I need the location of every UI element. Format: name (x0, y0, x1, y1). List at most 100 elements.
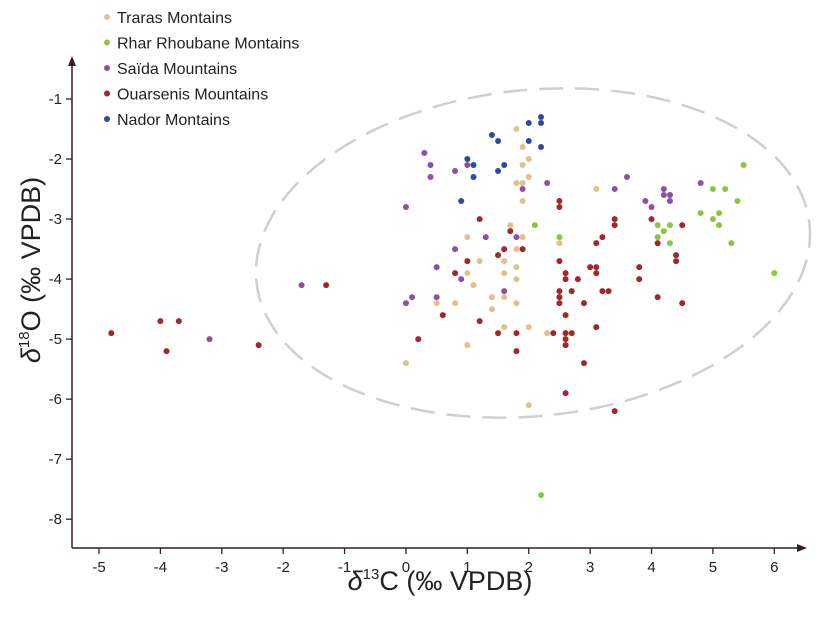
data-point (562, 330, 569, 337)
data-point (513, 264, 520, 271)
data-point (728, 240, 735, 247)
x-axis-arrow (797, 544, 807, 552)
data-point (513, 180, 520, 187)
x-tick-label: 6 (770, 559, 778, 576)
data-point (660, 186, 667, 193)
data-point (611, 186, 618, 193)
confidence-ellipse (254, 87, 812, 419)
data-point (654, 234, 661, 241)
y-label-symbol: δ (16, 347, 46, 363)
data-point (513, 246, 520, 253)
data-point (427, 174, 434, 181)
data-point (593, 264, 600, 271)
data-point (568, 330, 575, 337)
data-point (673, 252, 680, 259)
data-point (513, 126, 520, 133)
data-point (593, 324, 600, 331)
data-point (470, 162, 477, 169)
data-point (562, 336, 569, 343)
data-point (476, 318, 483, 325)
data-point (580, 300, 587, 307)
data-point (323, 282, 330, 289)
data-point (513, 276, 520, 283)
data-point (464, 270, 471, 277)
data-point (525, 120, 532, 127)
data-point (648, 216, 655, 223)
data-point (519, 234, 526, 241)
legend-label: Rhar Rhoubane Montains (117, 36, 299, 53)
y-tick-label: -4 (49, 271, 62, 288)
data-point (771, 270, 778, 277)
x-tick-label: 0 (402, 559, 410, 576)
data-point (556, 240, 563, 247)
data-point (740, 162, 747, 169)
data-point (538, 114, 545, 121)
data-point (562, 342, 569, 349)
data-point (562, 390, 569, 397)
data-point (531, 222, 538, 229)
data-point (556, 288, 563, 295)
y-label-sup: 18 (16, 331, 33, 348)
data-point (495, 252, 502, 259)
data-point (593, 270, 600, 277)
y-tick-label: -7 (49, 451, 62, 468)
y-axis-arrow (68, 56, 76, 66)
data-point (538, 144, 545, 151)
data-point (206, 336, 213, 343)
data-point (501, 270, 508, 277)
data-point (458, 198, 465, 205)
x-tick-label: -1 (338, 559, 351, 576)
data-point (660, 192, 667, 199)
data-point (648, 204, 655, 211)
data-point (599, 288, 606, 295)
x-tick-label: -2 (277, 559, 290, 576)
data-point (501, 324, 508, 331)
data-point (556, 294, 563, 301)
y-tick-label: -5 (49, 331, 62, 348)
data-point (660, 228, 667, 235)
data-point (556, 234, 563, 241)
legend-marker (104, 90, 110, 97)
data-point (501, 246, 508, 253)
data-point (642, 198, 649, 205)
x-tick-label: 5 (709, 559, 717, 576)
data-point (513, 300, 520, 307)
data-point (562, 276, 569, 283)
data-point (476, 216, 483, 223)
data-point (519, 144, 526, 151)
legend-label: Traras Montains (117, 10, 232, 27)
data-point (722, 186, 729, 193)
data-point (593, 186, 600, 193)
data-point (433, 264, 440, 271)
data-point (519, 162, 526, 169)
data-point (501, 288, 508, 295)
data-point (157, 318, 164, 325)
y-label-rest: O (‰ VPDB) (16, 177, 46, 332)
data-point (470, 174, 477, 181)
legend-marker (104, 39, 110, 46)
legend-label: Nador Montains (117, 112, 230, 129)
data-point (574, 276, 581, 283)
data-point (175, 318, 182, 325)
data-point (439, 312, 446, 319)
data-point (666, 198, 673, 205)
data-point (464, 156, 471, 163)
data-point (458, 276, 465, 283)
data-point (716, 210, 723, 217)
data-point (697, 210, 704, 217)
data-point (402, 300, 409, 307)
data-point (409, 294, 416, 301)
data-point (519, 180, 526, 187)
x-tick-label: -4 (154, 559, 167, 576)
x-axis-label: δ13C (‰ VPDB) (348, 566, 533, 596)
data-point (709, 216, 716, 223)
data-point (623, 174, 630, 181)
data-point (163, 348, 170, 355)
data-point (654, 222, 661, 229)
data-point (525, 174, 532, 181)
data-point (476, 258, 483, 265)
data-point (697, 180, 704, 187)
data-point (488, 132, 495, 139)
data-point (679, 222, 686, 229)
